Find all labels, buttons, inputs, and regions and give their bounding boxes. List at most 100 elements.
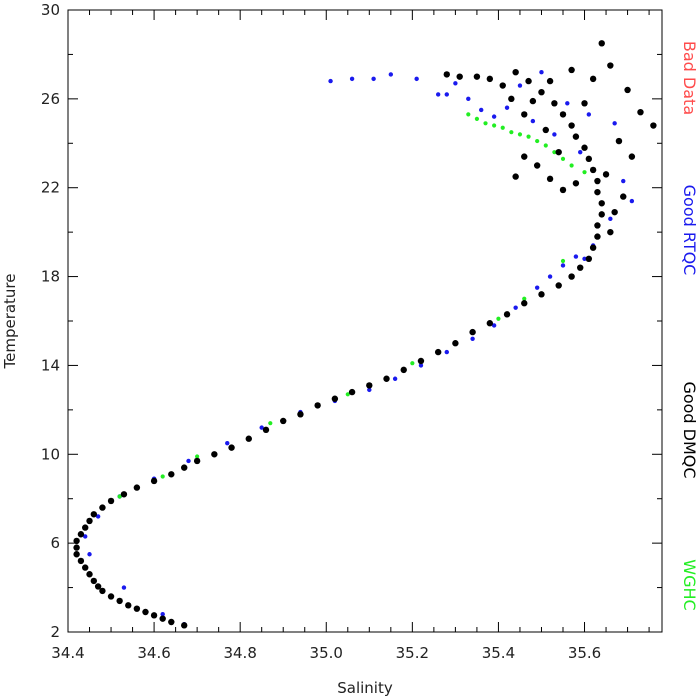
good-dmqc-point (348, 388, 356, 396)
good-dmqc-point (529, 97, 537, 105)
good-dmqc-point (133, 605, 141, 612)
good-dmqc-point (521, 111, 528, 118)
x-tick-label: 34.8 (223, 644, 256, 662)
good-dmqc-point (589, 244, 597, 251)
good-rtqc-point (392, 376, 398, 381)
good-dmqc-point (73, 544, 80, 551)
good-dmqc-point (611, 208, 618, 216)
good-dmqc-point (443, 71, 450, 78)
good-rtqc-point (87, 552, 92, 557)
good-dmqc-point (572, 133, 580, 140)
good-rtqc-point (444, 349, 449, 355)
good-dmqc-point (546, 77, 554, 85)
points-layer (73, 40, 657, 629)
good-dmqc-point (473, 73, 481, 80)
good-dmqc-point (589, 75, 597, 83)
good-rtqc-point (121, 585, 127, 590)
good-dmqc-point (434, 348, 442, 356)
wghc-point (345, 392, 350, 397)
wghc-point (543, 143, 548, 148)
wghc-point (509, 130, 514, 135)
good-dmqc-point (615, 137, 623, 145)
good-dmqc-point (521, 300, 528, 307)
good-dmqc-point (581, 144, 588, 151)
good-dmqc-point (572, 180, 580, 187)
good-dmqc-point (366, 382, 373, 389)
good-dmqc-point (262, 426, 270, 434)
good-dmqc-point (133, 484, 141, 491)
wghc-point (582, 170, 587, 175)
good-dmqc-point (512, 173, 519, 180)
good-dmqc-point (486, 75, 494, 83)
x-tick-label: 35.0 (310, 644, 343, 662)
good-rtqc-point (225, 440, 230, 446)
good-dmqc-point (594, 188, 601, 196)
x-tick-label: 35.2 (396, 644, 429, 662)
good-rtqc-point (83, 534, 88, 539)
good-dmqc-point (533, 162, 541, 169)
good-rtqc-point (534, 285, 540, 290)
good-rtqc-point (491, 323, 497, 328)
good-dmqc-point (245, 435, 252, 442)
good-dmqc-point (383, 375, 390, 382)
good-dmqc-point (82, 524, 89, 531)
x-tick-label: 34.4 (51, 644, 84, 662)
good-rtqc-point (371, 76, 376, 82)
good-dmqc-point (99, 504, 106, 511)
good-dmqc-point (546, 175, 554, 183)
x-tick-label: 35.6 (568, 644, 601, 662)
wghc-point (483, 121, 488, 126)
legend-bad-data: Bad Data (680, 41, 699, 115)
good-rtqc-point (547, 274, 553, 279)
legend-wghc: WGHC (680, 559, 699, 610)
good-dmqc-point (168, 471, 175, 478)
good-dmqc-point (628, 153, 636, 160)
y-tick-label: 18 (41, 268, 60, 286)
good-dmqc-point (594, 222, 601, 229)
good-dmqc-point (168, 618, 175, 626)
wghc-point (195, 454, 200, 459)
good-rtqc-point (612, 121, 617, 126)
good-rtqc-point (435, 92, 441, 97)
good-dmqc-point (598, 211, 605, 218)
wghc-point (500, 125, 505, 130)
y-axis-title: Temperature (1, 273, 19, 369)
good-rtqc-point (586, 112, 592, 117)
good-dmqc-point (469, 328, 476, 336)
good-rtqc-point (552, 132, 557, 137)
good-dmqc-point (551, 100, 558, 107)
good-rtqc-point (388, 72, 394, 77)
good-dmqc-point (568, 66, 575, 74)
good-rtqc-point (259, 425, 264, 430)
good-dmqc-point (577, 264, 584, 271)
good-dmqc-point (538, 291, 545, 298)
good-rtqc-point (349, 76, 355, 82)
good-dmqc-point (331, 395, 339, 402)
good-dmqc-point (452, 340, 459, 347)
y-tick-label: 22 (41, 179, 60, 197)
wghc-point (410, 361, 415, 366)
good-dmqc-point (90, 511, 98, 518)
good-dmqc-point (94, 583, 102, 590)
good-dmqc-point (594, 177, 601, 185)
wghc-point (268, 421, 273, 426)
y-tick-label: 2 (50, 623, 60, 641)
good-dmqc-point (150, 477, 158, 485)
good-dmqc-point (589, 166, 597, 174)
good-dmqc-point (99, 587, 106, 595)
good-dmqc-point (86, 571, 93, 578)
wghc-point (517, 132, 523, 137)
good-dmqc-point (73, 551, 80, 558)
good-dmqc-point (542, 126, 549, 134)
wghc-point (117, 494, 122, 499)
y-tick-label: 30 (41, 1, 60, 19)
good-dmqc-point (568, 273, 575, 280)
good-dmqc-point (559, 186, 567, 194)
wghc-point (535, 138, 540, 144)
y-tick-label: 26 (41, 90, 60, 108)
good-dmqc-point (598, 40, 605, 47)
wghc-point (492, 123, 497, 128)
good-dmqc-point (525, 77, 532, 85)
good-rtqc-point (444, 92, 449, 97)
